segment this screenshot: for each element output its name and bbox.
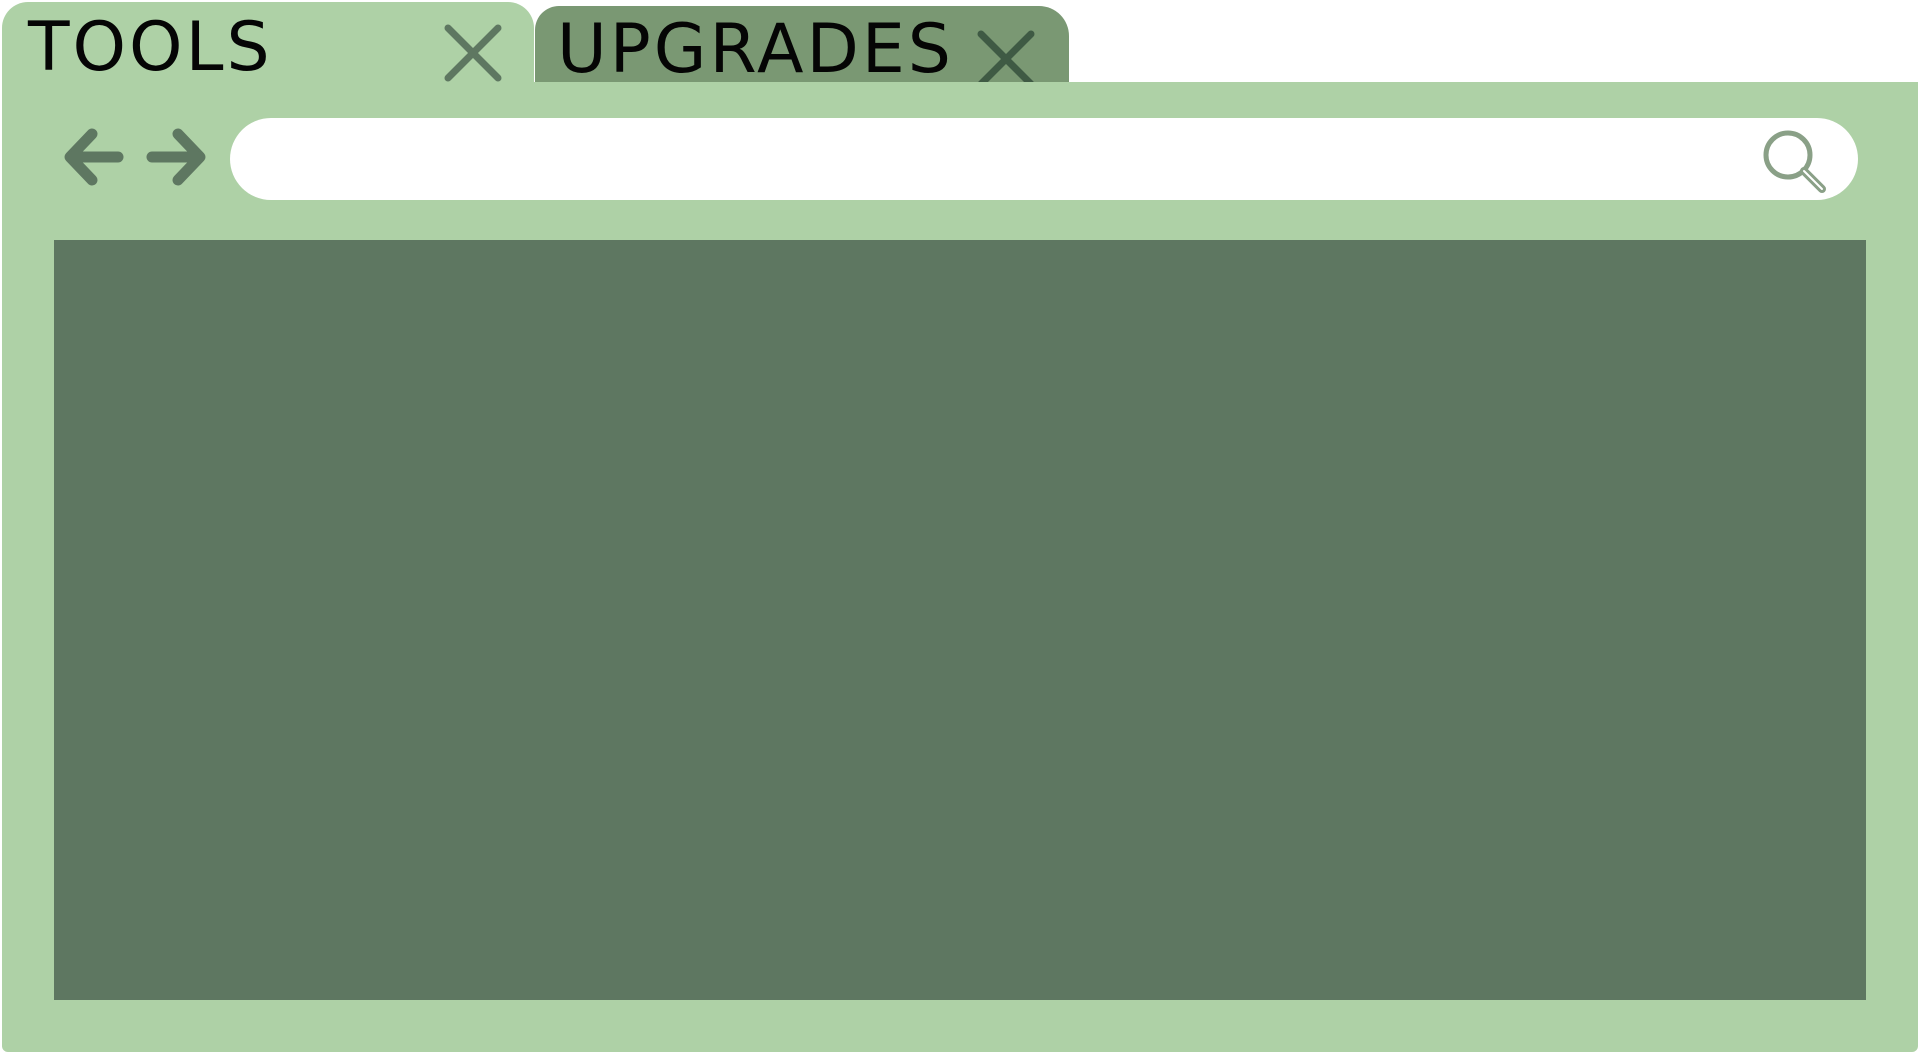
search-input[interactable]: [260, 118, 1744, 202]
tab-tools[interactable]: TOOLS: [2, 2, 534, 90]
close-icon[interactable]: [442, 22, 504, 84]
arrow-right-icon[interactable]: [146, 128, 210, 186]
close-icon[interactable]: [975, 28, 1037, 90]
content-area: [54, 240, 1866, 1000]
tab-tools-label: TOOLS: [28, 8, 273, 87]
search-icon[interactable]: [1758, 126, 1830, 198]
address-bar: [230, 118, 1858, 202]
tab-upgrades[interactable]: UPGRADES: [535, 6, 1069, 89]
arrow-left-icon[interactable]: [60, 128, 124, 186]
tab-upgrades-label: UPGRADES: [557, 10, 954, 89]
